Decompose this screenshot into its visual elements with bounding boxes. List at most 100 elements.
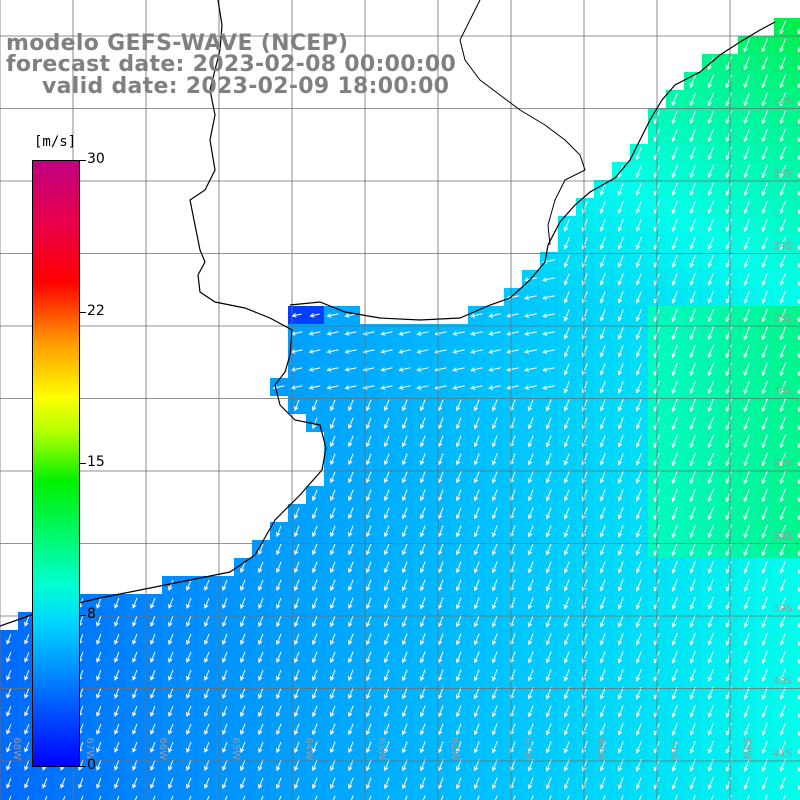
wind-arrow [419,651,426,664]
wind-arrow [527,633,534,646]
wind-arrow [132,669,138,681]
wind-speed-cell [540,792,558,800]
wind-arrow [491,669,498,682]
wind-arrow [635,182,642,196]
wind-arrow [743,650,750,664]
wind-arrow [309,313,320,318]
wind-arrow [401,669,408,682]
wind-arrow [329,435,336,448]
wind-arrow [491,399,498,412]
wind-speed-cell [414,792,432,800]
wind-arrow [797,712,800,718]
wind-arrow [542,295,555,300]
wind-speed-cell [54,792,72,800]
wind-arrow [542,349,555,354]
wind-arrow [186,741,192,753]
wind-arrow [437,561,444,574]
wind-arrow [488,349,501,354]
wind-arrow [470,367,483,372]
wind-arrow [761,578,768,592]
wind-arrow [779,506,786,521]
wind-speed-cell [198,792,216,800]
wind-arrow [635,237,642,250]
wind-arrow [204,597,210,609]
wind-arrow [743,164,750,179]
wind-arrow [291,313,302,318]
wind-arrow [707,597,714,610]
colorbar-tick-label: 22 [87,303,105,319]
wind-arrow [599,309,606,322]
colorbar-tick-mark [80,312,86,313]
wind-arrow [204,741,210,753]
wind-arrow [761,650,768,664]
wind-arrow [779,578,786,592]
wind-arrow [725,182,732,197]
wind-arrow [743,596,750,610]
wind-arrow [512,795,516,800]
wind-arrow [725,146,732,161]
wind-arrow [96,741,102,753]
wind-arrow [491,597,498,610]
wind-arrow [743,740,750,754]
wind-arrow [635,435,642,448]
wind-arrow [294,759,300,772]
wind-arrow [401,543,408,556]
wind-arrow [437,597,444,610]
wind-arrow [689,615,696,628]
wind-arrow [761,506,768,521]
wind-arrow [222,705,228,717]
wind-arrow [329,399,336,412]
wind-speed-cell [792,540,800,558]
wind-arrow [797,568,800,574]
wind-arrow [599,543,606,556]
wind-arrow [617,273,624,286]
wind-speed-cell [90,792,108,800]
wind-arrow [563,417,570,430]
wind-arrow [350,795,354,800]
wind-speed-cell [468,792,486,800]
wind-arrow [240,741,246,754]
wind-arrow [473,687,480,700]
wind-arrow [524,331,537,336]
wind-arrow [779,776,786,790]
wind-arrow [437,453,444,466]
wind-arrow [761,416,768,431]
wind-arrow [455,687,462,700]
wind-arrow [671,255,678,268]
wind-speed-cell [360,792,378,800]
wind-arrow [240,723,246,736]
wind-arrow [599,705,606,718]
wind-arrow [530,795,534,800]
wind-arrow [222,615,228,627]
wind-arrow [98,795,102,800]
wind-arrow [779,344,786,359]
wind-arrow [404,795,408,800]
wind-arrow [761,92,768,107]
wind-arrow [617,417,624,430]
wind-arrow [222,723,228,735]
wind-arrow [617,453,624,466]
wind-arrow [491,777,498,790]
wind-arrow [437,615,444,628]
wind-speed-cell [792,288,800,306]
wind-arrow [294,507,300,520]
wind-arrow [114,723,120,735]
wind-arrow [743,398,750,413]
wind-arrow [132,705,138,717]
wind-arrow [114,705,120,717]
wind-arrow [401,651,408,664]
wind-arrow [743,344,750,359]
wind-arrow [545,543,552,556]
wind-arrow [455,471,462,484]
latitude-label: 38S [773,531,792,542]
wind-arrow [437,633,444,646]
wind-arrow [779,596,786,610]
wind-arrow [6,742,12,753]
wind-arrow [308,331,321,336]
wind-arrow [674,795,678,800]
wind-arrow [671,182,678,196]
longitude-label: 65W [230,737,241,760]
wind-arrow [204,723,210,735]
wind-arrow [635,218,642,232]
wind-arrow [96,669,102,681]
